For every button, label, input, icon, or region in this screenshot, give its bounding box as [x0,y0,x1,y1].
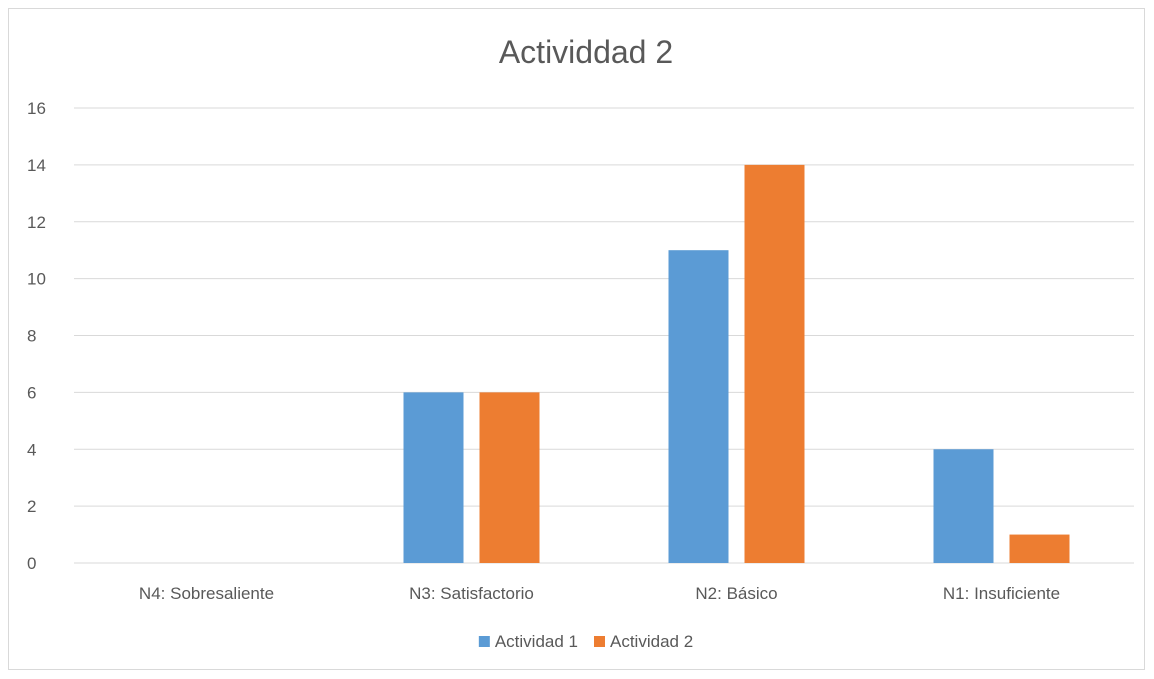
y-tick-label: 4 [27,440,36,459]
y-tick-label: 16 [27,99,46,118]
y-tick-label: 10 [27,270,46,289]
y-axis-ticks: 0 2 4 6 8 10 12 14 16 [27,99,46,573]
bar-chart: Actividdad 2 0 2 4 6 8 10 12 14 16 N4: Sobresali… [27,34,1134,651]
bar [933,449,994,563]
x-category-label: N4: Sobresaliente [139,584,274,603]
y-tick-label: 12 [27,213,46,232]
legend-item: Actividad 2 [594,632,693,651]
x-axis-categories: N4: Sobresaliente N3: Satisfactorio N2: Bá… [139,584,1060,603]
y-tick-label: 8 [27,327,36,346]
x-category-label: N3: Satisfactorio [409,584,534,603]
bar [668,250,729,563]
legend-label: Actividad 1 [495,632,578,651]
bar [1009,534,1070,563]
bars [403,164,1070,563]
y-tick-label: 6 [27,383,36,402]
y-tick-label: 2 [27,497,36,516]
x-category-label: N2: Básico [695,584,777,603]
gridlines [74,107,1134,564]
legend-label: Actividad 2 [610,632,693,651]
legend-swatch [478,636,490,647]
x-category-label: N1: Insuficiente [943,584,1060,603]
bar [744,164,805,563]
chart-frame: Actividdad 2 0 2 4 6 8 10 12 14 16 N4: Sobresali… [8,8,1145,670]
chart-title: Actividdad 2 [499,34,673,70]
bar [479,392,540,563]
bar [403,392,464,563]
y-tick-label: 0 [27,554,36,573]
legend: Actividad 1 Actividad 2 [478,632,693,651]
legend-item: Actividad 1 [478,632,578,651]
legend-swatch [594,636,605,647]
y-tick-label: 14 [27,156,46,175]
